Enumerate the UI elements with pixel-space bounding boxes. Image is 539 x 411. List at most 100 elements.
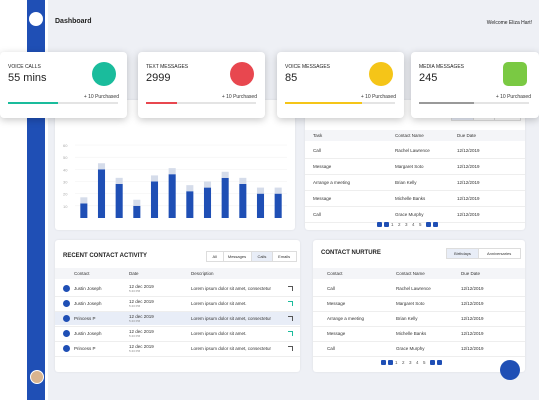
page-prev[interactable]	[384, 222, 389, 227]
row-divider	[55, 356, 300, 357]
bar	[239, 183, 247, 218]
card-value: 55 mins	[8, 72, 47, 84]
cell: 12/12/2019	[457, 148, 480, 153]
y-tick-label: 40	[63, 167, 68, 172]
page-next[interactable]	[430, 360, 435, 365]
progress-track	[8, 102, 118, 104]
cell: 12/12/2019	[461, 316, 484, 321]
cell: Call	[313, 148, 321, 153]
table-header-bg	[305, 130, 525, 141]
row-divider	[313, 296, 525, 297]
chat-button[interactable]	[500, 360, 520, 380]
progress-bar	[8, 102, 58, 104]
bar	[221, 177, 229, 218]
card-note: + 10 Purchased	[83, 94, 119, 100]
row-divider	[305, 174, 525, 175]
cell: 12/12/2019	[457, 164, 480, 169]
bar	[80, 203, 88, 218]
row-action[interactable]	[288, 331, 293, 336]
page-first[interactable]	[377, 222, 382, 227]
page-number[interactable]: 3	[405, 222, 408, 227]
page-number[interactable]: 3	[409, 360, 412, 365]
row-highlight	[55, 312, 300, 325]
page-next[interactable]	[426, 222, 431, 227]
chart-panel: New Leads102030405060	[55, 100, 295, 230]
bar	[256, 193, 265, 218]
row-divider	[313, 341, 525, 342]
page-last[interactable]	[437, 360, 442, 365]
card-note: + 10 Purchased	[495, 94, 531, 100]
page-number[interactable]: 4	[412, 222, 415, 227]
bar	[150, 175, 159, 182]
page-number[interactable]: 2	[402, 360, 405, 365]
bar	[168, 168, 176, 175]
page-number[interactable]: 2	[398, 222, 401, 227]
tab[interactable]: Anniversaries	[477, 248, 521, 259]
row-divider	[305, 222, 525, 223]
cell: 12/12/2019	[457, 212, 480, 217]
page-last[interactable]	[433, 222, 438, 227]
bar	[150, 181, 159, 218]
contact-icon	[63, 300, 70, 307]
cell: 12/12/2019	[457, 196, 480, 201]
date: 12 dec 2019	[129, 284, 154, 289]
bar	[115, 177, 123, 184]
card-title: VOICE CALLS	[8, 64, 41, 70]
welcome: Welcome Eliza Hart!	[486, 20, 532, 26]
tab[interactable]: Emails	[271, 251, 297, 262]
bar	[186, 185, 194, 192]
stat-card: VOICE CALLS 55 mins + 10 Purchased	[0, 52, 127, 118]
page-number[interactable]: 5	[419, 222, 422, 227]
progress-track	[419, 102, 529, 104]
row-action[interactable]	[288, 316, 293, 321]
row-action[interactable]	[288, 301, 293, 306]
tab[interactable]: Calls	[250, 251, 274, 262]
bar	[115, 183, 123, 218]
page-number[interactable]: 4	[416, 360, 419, 365]
card-icon	[503, 62, 527, 86]
bar	[274, 193, 282, 218]
row-action[interactable]	[288, 286, 293, 291]
date: 12 dec 2019	[129, 344, 154, 349]
column-header: Due Date	[457, 133, 477, 138]
column-header: Contact Name	[396, 271, 425, 276]
row-divider	[305, 206, 525, 207]
time: 5:43 PM	[129, 304, 141, 308]
task-panel: YOUR TASKOverdueLaterTodayTaskContact Na…	[305, 100, 525, 230]
tab[interactable]: All	[205, 251, 224, 262]
row-divider	[305, 158, 525, 159]
date: 12 dec 2019	[129, 329, 154, 334]
tab[interactable]: Birthdays	[445, 248, 480, 259]
card-title: TEXT MESSAGES	[146, 64, 189, 70]
contact-icon	[63, 315, 70, 322]
time: 5:43 PM	[129, 289, 141, 293]
card-icon	[369, 62, 393, 86]
y-tick-label: 10	[63, 204, 68, 209]
bar	[97, 163, 106, 170]
nurture-panel: CONTACT NURTURE Anniversaries Birthdays Con…	[313, 240, 525, 372]
page-number[interactable]: 1	[391, 222, 394, 227]
cell: Message	[313, 164, 332, 169]
contact-icon	[63, 330, 70, 337]
cell: Message	[327, 331, 346, 336]
row-divider	[55, 341, 300, 342]
page-number[interactable]: 5	[423, 360, 426, 365]
cell: Brian Kelly	[396, 316, 418, 321]
progress-bar	[146, 102, 177, 104]
column-header: Contact	[327, 271, 343, 276]
row-action[interactable]	[288, 346, 293, 351]
contact-icon	[63, 285, 70, 292]
contact-icon	[63, 345, 70, 352]
row-divider	[313, 356, 525, 357]
time: 5:43 PM	[129, 334, 141, 338]
panel-title: RECENT CONTACT ACTIVITY	[63, 253, 147, 259]
avatar[interactable]	[30, 370, 44, 384]
column-header: Contact Name	[395, 133, 424, 138]
page-number[interactable]: 1	[395, 360, 398, 365]
page-first[interactable]	[381, 360, 386, 365]
bar	[203, 181, 212, 188]
logo[interactable]	[29, 12, 43, 26]
bar	[256, 187, 265, 194]
tab[interactable]: Messages	[221, 251, 253, 262]
page-prev[interactable]	[388, 360, 393, 365]
